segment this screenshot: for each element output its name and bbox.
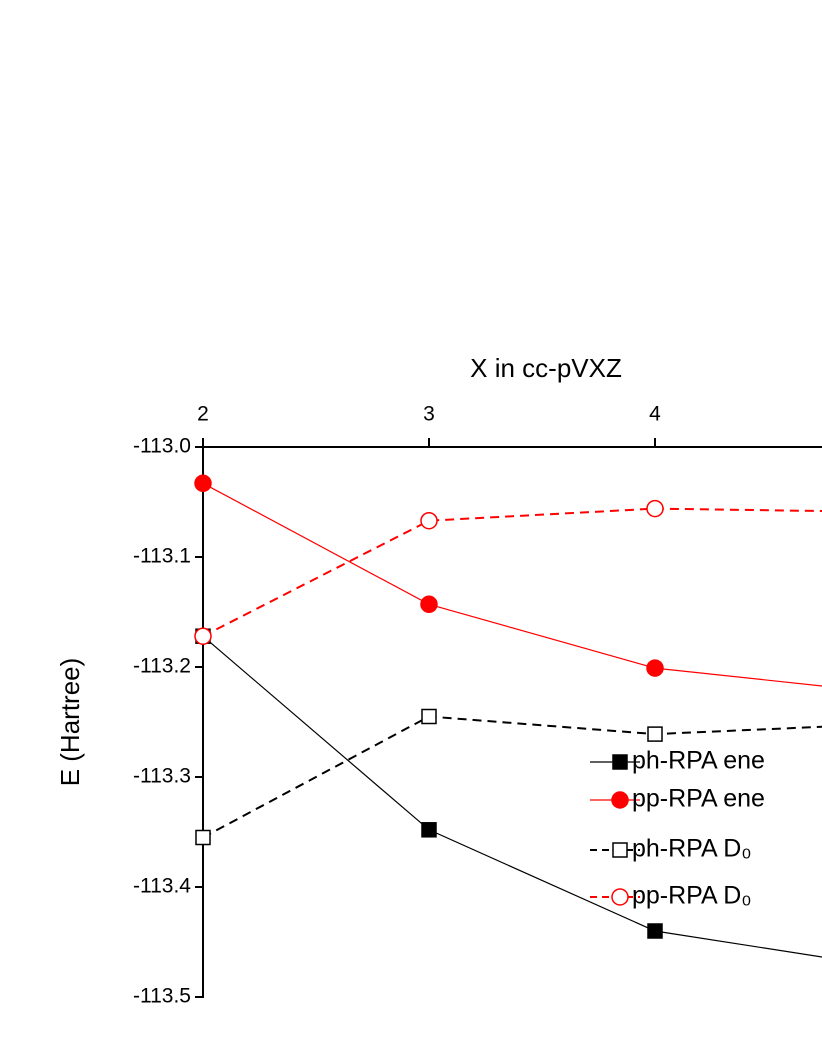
data-point [421,822,437,838]
data-point [646,659,664,677]
x-tick-label: 3 [423,403,435,426]
data-point [421,708,437,725]
data-point [647,923,663,939]
x-axis-title: X in cc-pVXZ [470,353,622,383]
series-line [202,507,822,638]
y-tick-label: -113.4 [133,875,191,898]
y-tick-label: -113.0 [133,435,191,458]
series-line [202,482,822,687]
legend-label: ph-RPA ene [632,747,765,775]
y-tick-label: -113.3 [133,765,191,788]
legend-label: pp-RPA ene [632,785,765,813]
data-point [194,627,212,645]
y-tick-label: -113.2 [133,655,191,678]
legend-label: ph-RPA D₀ [632,835,752,863]
legend-marker [612,842,628,858]
legend-label: pp-RPA D₀ [632,882,752,910]
x-tick-label: 4 [649,403,661,426]
y-axis-title: E (Hartree) [55,658,85,787]
series-line [202,635,822,958]
data-point [646,499,664,518]
legend-marker [611,791,629,809]
data-point [420,595,438,614]
y-tick-label: -113.5 [133,985,191,1008]
data-point [195,829,211,846]
legend-marker [612,754,628,770]
x-tick-label: 2 [197,403,209,426]
series-line [202,715,822,839]
data-point [647,726,663,742]
y-tick-label: -113.1 [133,545,191,568]
data-point [194,474,212,493]
data-point [420,511,438,530]
legend-marker [611,888,629,906]
